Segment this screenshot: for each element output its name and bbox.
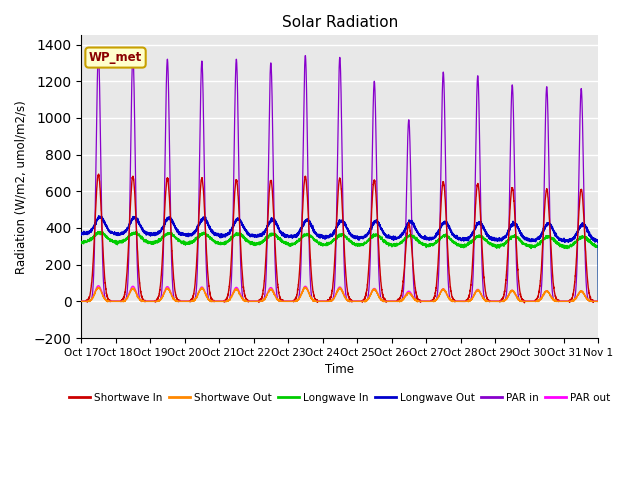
- Y-axis label: Radiation (W/m2, umol/m2/s): Radiation (W/m2, umol/m2/s): [15, 100, 28, 274]
- Title: Solar Radiation: Solar Radiation: [282, 15, 398, 30]
- Text: WP_met: WP_met: [89, 51, 142, 64]
- Legend: Shortwave In, Shortwave Out, Longwave In, Longwave Out, PAR in, PAR out: Shortwave In, Shortwave Out, Longwave In…: [65, 389, 614, 407]
- X-axis label: Time: Time: [325, 363, 355, 376]
